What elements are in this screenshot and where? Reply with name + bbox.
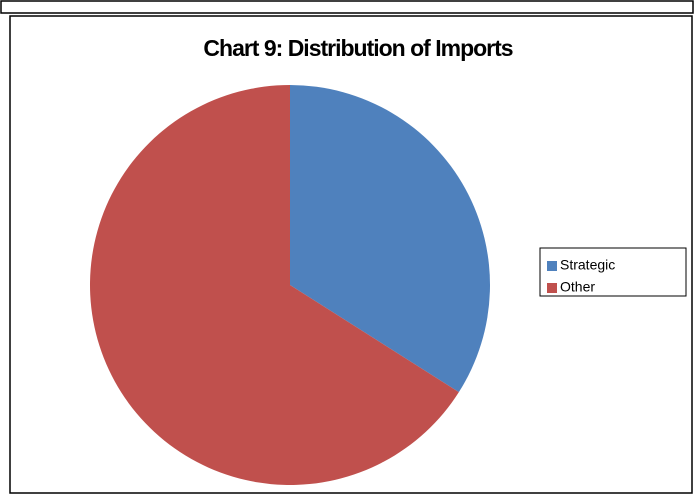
frame-top (0, 0, 694, 14)
pie (89, 85, 490, 485)
pie-slice (290, 85, 490, 393)
legend: Strategic Other (547, 257, 615, 295)
legend-label: Other (560, 279, 595, 295)
pie-slice (89, 85, 459, 485)
legend-box (539, 247, 687, 297)
legend-swatch (547, 283, 557, 293)
legend-label: Strategic (560, 257, 615, 273)
chart-title: Chart 9: Distribution of Imports (203, 35, 512, 61)
legend-swatch (547, 261, 557, 271)
